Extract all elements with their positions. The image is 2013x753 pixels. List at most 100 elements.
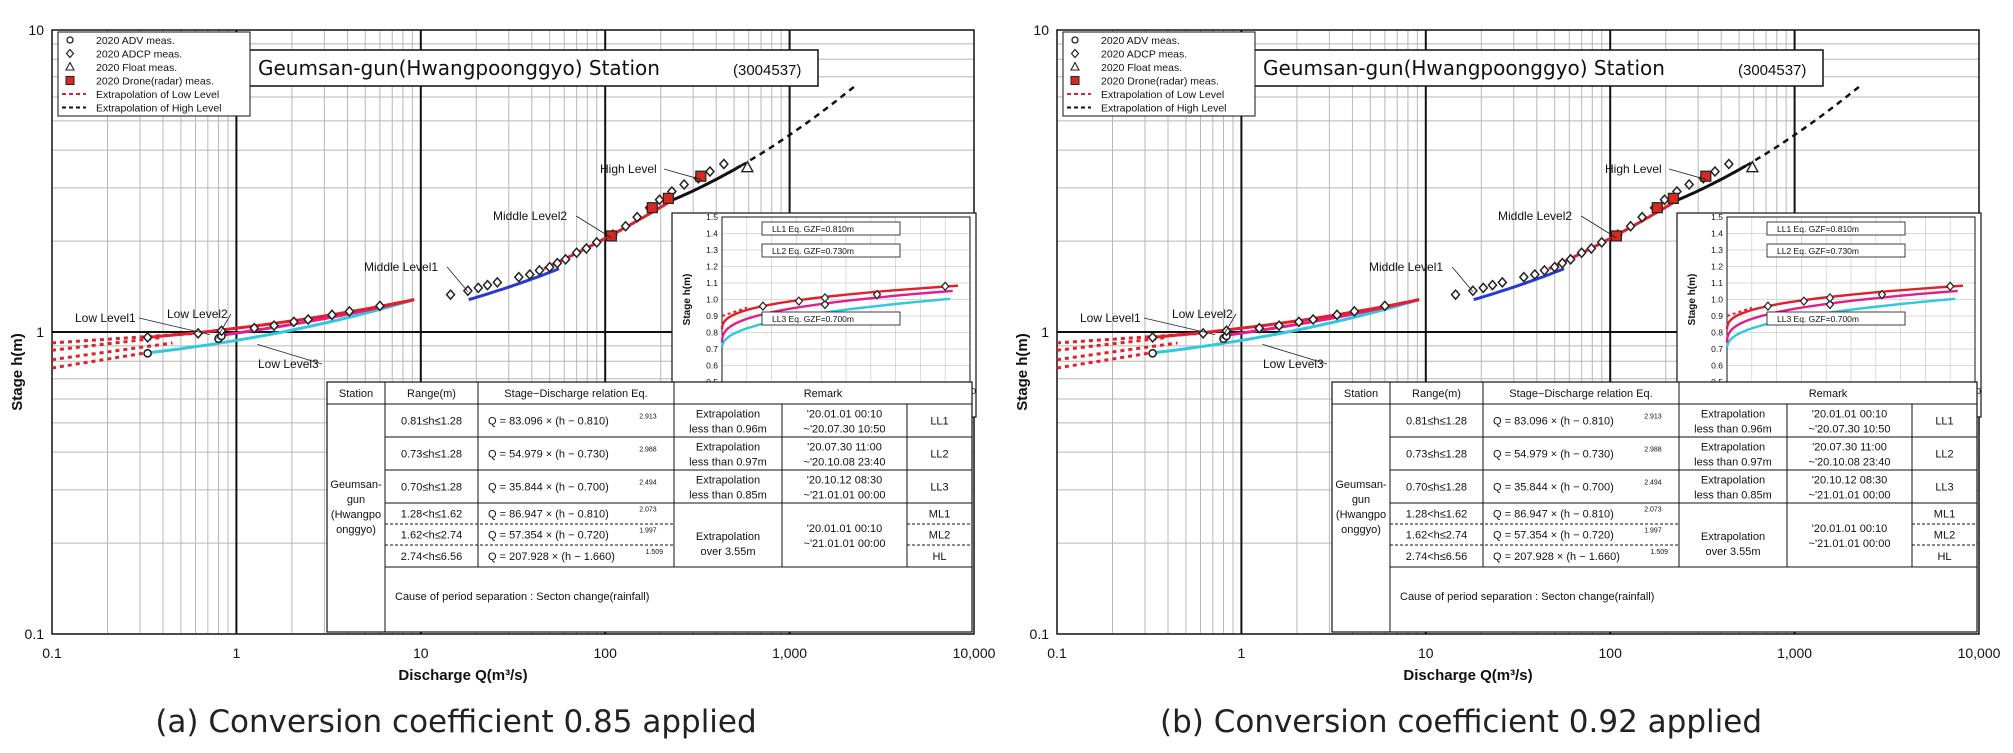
drone-point bbox=[1667, 192, 1679, 204]
table-period: '20.07.30 11:00 bbox=[1812, 442, 1887, 454]
annotation-leader bbox=[1262, 343, 1328, 365]
drone-point bbox=[1700, 170, 1712, 182]
table-note: Cause of period separation : Secton chan… bbox=[395, 591, 649, 603]
table-exponent: 2.494 bbox=[1644, 480, 1662, 487]
inset-point bbox=[1877, 289, 1887, 300]
annotation-leader bbox=[1668, 168, 1706, 180]
y-tick-label: 1 bbox=[36, 324, 44, 340]
adcp-point bbox=[1467, 285, 1478, 297]
adcp-point bbox=[1659, 194, 1670, 206]
table-code: ML2 bbox=[929, 530, 950, 542]
annotation-leader bbox=[257, 343, 323, 365]
inset-label-box bbox=[1766, 311, 1906, 326]
inset-curve-LL1 bbox=[720, 284, 959, 330]
legend-adcp-marker bbox=[1070, 48, 1080, 59]
adcp-point bbox=[534, 264, 545, 276]
legend-label: 2020 Drone(radar) meas. bbox=[1101, 76, 1219, 88]
adcp-point bbox=[704, 165, 715, 178]
adcp-point bbox=[482, 279, 493, 291]
inset-point bbox=[1945, 281, 1955, 292]
table-equation: Q = 86.947 × (h − 0.810) bbox=[488, 509, 609, 521]
inset-extrapolation bbox=[1726, 306, 1753, 317]
annotation-label: Middle Level2 bbox=[493, 209, 567, 223]
curve-ML1 bbox=[468, 267, 560, 302]
inset-y-tick: 0.8 bbox=[706, 328, 718, 338]
legend-label: Extrapolation of High Level bbox=[96, 103, 222, 115]
legend-box bbox=[1062, 31, 1256, 117]
table-period: ~'20.07.30 10:50 bbox=[804, 424, 886, 436]
low-level-extrapolation bbox=[1056, 335, 1169, 352]
table-extrapolation: less than 0.97m bbox=[689, 457, 767, 469]
inset-curve-LL2 bbox=[720, 289, 953, 343]
adcp-point bbox=[1539, 264, 1550, 276]
table-equation: Q = 83.096 × (h − 0.810) bbox=[488, 416, 609, 428]
inset-extrapolation bbox=[721, 306, 748, 317]
adcp-point bbox=[1308, 313, 1319, 326]
annotation-leader bbox=[1580, 215, 1617, 239]
legend-label: Extrapolation of High Level bbox=[1101, 103, 1227, 115]
adcp-point bbox=[513, 271, 524, 283]
inset-label-box bbox=[761, 311, 901, 326]
inset-y-tick: 1.3 bbox=[706, 245, 718, 255]
table-station: gun bbox=[347, 494, 365, 506]
legend-float-marker bbox=[65, 61, 75, 71]
x-tick-label: 1,000 bbox=[1777, 645, 1812, 661]
table-period: '20.10.12 08:30 bbox=[1812, 475, 1888, 487]
legend-adv-marker bbox=[66, 36, 74, 44]
annotation-label: Middle Level2 bbox=[1498, 209, 1572, 223]
panel-caption: (a) Conversion coefficient 0.85 applied bbox=[155, 704, 756, 740]
adv-point bbox=[1148, 348, 1158, 358]
annotation-leader bbox=[1451, 266, 1474, 292]
x-tick-label: 100 bbox=[1599, 645, 1623, 661]
table-code: LL3 bbox=[1935, 482, 1953, 494]
legend-label: 2020 ADCP meas. bbox=[96, 49, 182, 61]
table-exponent: 2.913 bbox=[1644, 414, 1662, 421]
table-range: 0.81≤h≤1.28 bbox=[401, 416, 462, 428]
table-extrapolation: Extrapolation bbox=[1701, 475, 1765, 487]
table-extrapolation: Extrapolation bbox=[696, 442, 760, 454]
adcp-point bbox=[269, 319, 280, 332]
table-station: onggyo) bbox=[1341, 524, 1381, 536]
inset-label: LL3 Eq. GZF=0.700m bbox=[772, 314, 854, 324]
adcp-point bbox=[1723, 158, 1734, 170]
y-axis-label: Stage h(m) bbox=[9, 333, 26, 411]
table-equation: Q = 54.979 × (h − 0.730) bbox=[1493, 449, 1614, 461]
adcp-point bbox=[1254, 322, 1265, 334]
inset-y-tick: 1.0 bbox=[1711, 295, 1723, 305]
inset-y-tick: 0.7 bbox=[1711, 344, 1723, 354]
table-exponent: 2.494 bbox=[639, 480, 657, 487]
chart-panel-a: 0.1 1 10 100 1,000 10,000 0.1 1 10 Discharge Q(m³… bbox=[9, 22, 996, 740]
adcp-point bbox=[591, 236, 602, 249]
legend-label: 2020 ADCP meas. bbox=[1101, 49, 1187, 61]
x-tick-label: 1 bbox=[1238, 645, 1246, 661]
table-code: LL1 bbox=[1935, 416, 1953, 428]
table-period: ~'21.01.01 00:00 bbox=[1809, 538, 1891, 550]
legend-adv-marker bbox=[1071, 36, 1079, 44]
annotation-label: Low Level1 bbox=[1080, 311, 1141, 325]
curve-HL bbox=[672, 164, 742, 202]
adcp-point bbox=[374, 300, 385, 312]
table-extrapolation: over 3.55m bbox=[700, 546, 755, 558]
table-equation: Q = 86.947 × (h − 0.810) bbox=[1493, 509, 1614, 521]
inset-y-tick: 0.8 bbox=[1711, 328, 1723, 338]
legend-label: 2020 Drone(radar) meas. bbox=[96, 76, 214, 88]
annotation-label: High Level bbox=[1605, 162, 1662, 176]
high-level-extrapolation bbox=[740, 84, 857, 167]
x-tick-label: 1 bbox=[233, 645, 241, 661]
inset-label: LL2 Eq. GZF=0.730m bbox=[1777, 246, 1859, 256]
drone-point bbox=[695, 170, 707, 182]
inset-label-box bbox=[761, 221, 901, 236]
adcp-point bbox=[445, 288, 456, 301]
inset-y-label: Stage h(m) bbox=[1687, 274, 1698, 326]
table-code: HL bbox=[932, 551, 946, 563]
table-code: ML1 bbox=[1934, 509, 1955, 521]
adcp-point bbox=[1349, 305, 1360, 318]
legend-label: Extrapolation of Low Level bbox=[1101, 89, 1224, 101]
adcp-point bbox=[1332, 309, 1343, 321]
table-extrapolation: Extrapolation bbox=[696, 409, 760, 421]
table-note: Cause of period separation : Secton chan… bbox=[1400, 591, 1654, 603]
table-period: ~'21.01.01 00:00 bbox=[804, 538, 886, 550]
low-level-extrapolation bbox=[1056, 350, 1158, 370]
title-box bbox=[247, 49, 819, 87]
adcp-point bbox=[1684, 178, 1695, 191]
